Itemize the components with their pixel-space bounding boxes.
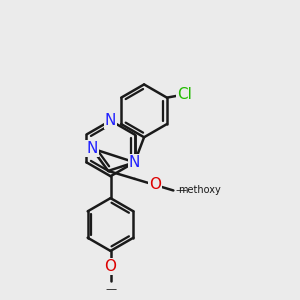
Text: O: O: [149, 177, 161, 192]
Text: O: O: [104, 259, 116, 274]
Text: N: N: [105, 113, 116, 128]
Text: N: N: [86, 141, 98, 156]
Text: Cl: Cl: [177, 87, 192, 102]
Text: —: —: [175, 185, 186, 196]
Text: methoxy: methoxy: [178, 185, 221, 196]
Text: —: —: [105, 284, 116, 294]
Text: N: N: [129, 155, 140, 170]
